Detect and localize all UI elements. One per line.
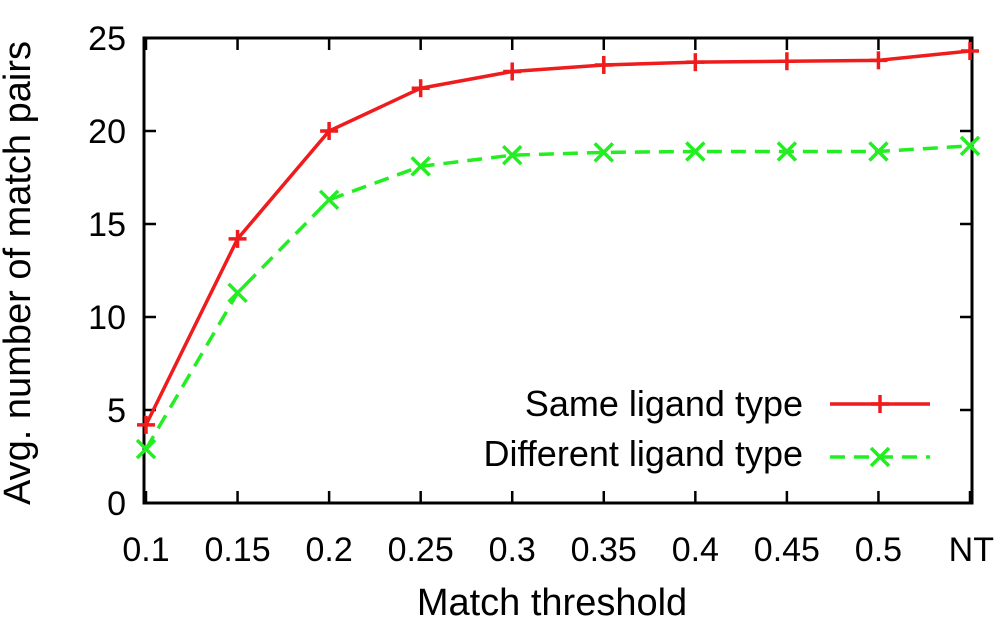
data-point-same [503, 62, 522, 81]
x-tick-label: 0.1 [122, 531, 169, 569]
y-tick-label: 25 [88, 20, 126, 58]
data-point-different [959, 135, 981, 157]
data-point-same [961, 42, 979, 61]
data-point-same [777, 52, 796, 71]
y-tick-label: 20 [88, 113, 126, 151]
legend-label-same: Same ligand type [525, 383, 803, 424]
data-point-different [501, 144, 523, 166]
data-point-same [869, 51, 888, 70]
data-point-different [135, 438, 157, 460]
x-tick-label: NT [949, 531, 994, 569]
legend-label-different: Different ligand type [483, 433, 803, 474]
y-tick-label: 0 [107, 485, 126, 523]
x-tick-label: 0.35 [571, 531, 637, 569]
plot-frame [142, 36, 974, 505]
data-point-different [593, 142, 615, 163]
data-point-same [594, 55, 613, 74]
x-axis: 0.1 0.15 0.2 0.25 0.3 0.35 0.4 0.45 0.5 NT [122, 38, 994, 569]
series-layer [135, 42, 981, 460]
data-point-different [685, 141, 706, 162]
legend-marker-point [871, 395, 889, 413]
data-point-different [776, 141, 798, 162]
data-point-different [868, 141, 889, 162]
y-axis: 0 5 10 15 20 25 [88, 20, 972, 523]
x-tick-label: 0.3 [489, 531, 536, 569]
data-point-different [410, 156, 431, 177]
data-point-same [228, 229, 247, 248]
series-line-same [144, 49, 971, 426]
x-tick-label: 0.5 [855, 531, 902, 569]
legend-marker-point [869, 446, 891, 468]
legend-marker-x [869, 446, 891, 468]
x-tick-label: 0.4 [672, 531, 719, 569]
x-tick-label: 0.45 [754, 531, 820, 569]
data-point-different [227, 282, 248, 304]
y-tick-label: 10 [88, 299, 126, 337]
legend: Same ligand type Different ligand type [483, 383, 930, 474]
x-axis-label: Match threshold [417, 582, 687, 624]
x-tick-label: 0.2 [305, 531, 352, 569]
data-point-same [320, 122, 339, 140]
x-tick-label: 0.25 [388, 531, 454, 569]
legend-marker-plus [871, 395, 889, 413]
x-tick-label: 0.15 [204, 531, 270, 569]
data-point-same [411, 79, 430, 98]
data-point-same [686, 53, 705, 72]
data-point-same [137, 415, 155, 434]
data-point-different [318, 189, 340, 211]
series-line-different [144, 144, 971, 450]
y-tick-label: 5 [107, 392, 126, 430]
y-axis-label: Avg. number of match pairs [0, 41, 39, 505]
y-tick-label: 15 [88, 206, 126, 244]
